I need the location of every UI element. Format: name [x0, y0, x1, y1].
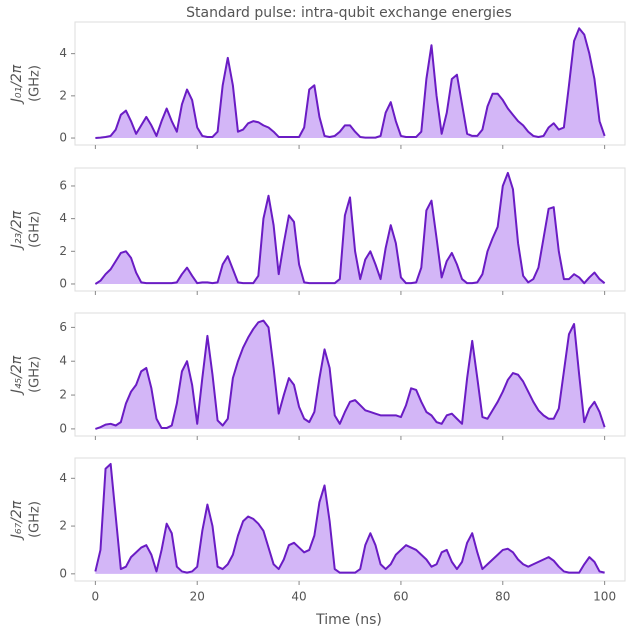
- area: [95, 463, 605, 574]
- y-tick-label: 4: [59, 471, 67, 485]
- area: [95, 28, 605, 139]
- x-tick-label: 60: [393, 590, 408, 604]
- y-tick-label: 2: [59, 88, 67, 102]
- area: [95, 172, 605, 284]
- y-tick-label: 2: [59, 244, 67, 258]
- line: [94, 171, 606, 285]
- y-axis-unit: (GHz): [28, 356, 43, 393]
- x-tick-label: 80: [495, 590, 510, 604]
- y-axis-unit: (GHz): [28, 211, 43, 248]
- x-tick-label: 20: [190, 590, 205, 604]
- y-tick-label: 4: [59, 46, 67, 60]
- y-tick-label: 0: [59, 421, 67, 435]
- y-tick-label: 6: [59, 178, 67, 192]
- line: [94, 462, 605, 574]
- y-tick-label: 0: [59, 131, 67, 145]
- y-axis-label: J₂₃/2π: [9, 210, 25, 251]
- y-axis-unit: (GHz): [28, 65, 43, 102]
- y-tick-label: 4: [59, 354, 67, 368]
- y-axis-label: J₀₁/2π: [9, 64, 25, 105]
- y-axis-unit: (GHz): [28, 501, 43, 538]
- y-tick-label: 0: [59, 276, 67, 290]
- y-axis-label: J₆₇/2π: [9, 500, 25, 541]
- line: [95, 27, 606, 140]
- y-tick-label: 4: [59, 211, 67, 225]
- x-tick-label: 100: [593, 590, 616, 604]
- area: [95, 320, 605, 429]
- y-tick-label: 6: [59, 320, 67, 334]
- x-tick-label: 40: [291, 590, 306, 604]
- line: [95, 319, 606, 430]
- chart-title: Standard pulse: intra-qubit exchange ene…: [186, 5, 512, 21]
- x-axis-label: Time (ns): [315, 612, 382, 628]
- y-axis-label: J₄₅/2π: [9, 355, 25, 396]
- y-tick-label: 0: [59, 566, 67, 580]
- y-tick-label: 2: [59, 519, 67, 533]
- y-tick-label: 2: [59, 388, 67, 402]
- x-tick-label: 0: [92, 590, 100, 604]
